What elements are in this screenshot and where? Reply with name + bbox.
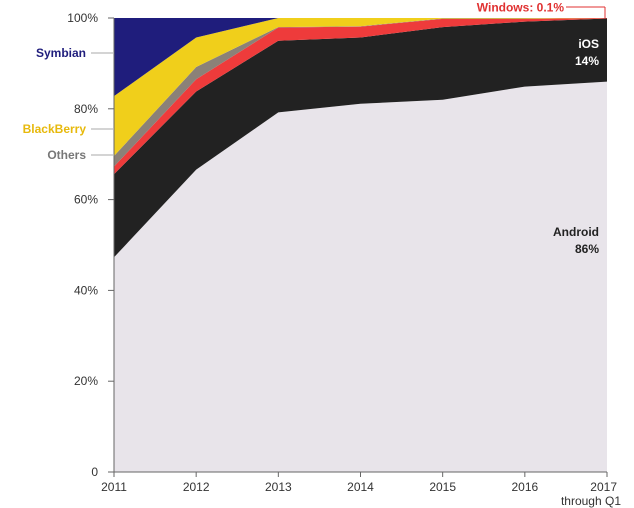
area-windows <box>114 18 607 175</box>
label-ios-value: 14% <box>575 54 599 68</box>
label-ios: iOS <box>578 37 599 51</box>
axes: 0 20% 40% 60% 80% 100% 2011 2012 2013 2014 2015 201… <box>67 11 621 508</box>
x-tick-label: 2017 <box>590 480 617 494</box>
y-tick-label: 80% <box>74 102 98 116</box>
x-tick-label: 2016 <box>511 480 538 494</box>
y-tick-label: 0 <box>91 465 98 479</box>
label-others: Others <box>47 148 86 162</box>
label-blackberry: BlackBerry <box>23 122 87 136</box>
area-android <box>114 81 607 472</box>
y-tick-label: 40% <box>74 283 98 297</box>
area-symbian <box>114 18 607 97</box>
label-symbian: Symbian <box>36 46 86 60</box>
x-tick-label: 2011 <box>101 480 127 494</box>
label-android: Android <box>553 225 599 239</box>
series-labels: Windows: 0.1% iOS 14% Android 86% Symbia… <box>23 1 606 256</box>
y-tick-label: 100% <box>67 11 98 25</box>
area-ios <box>114 18 607 258</box>
x-tick-label: 2012 <box>183 480 210 494</box>
label-windows: Windows: 0.1% <box>477 1 565 15</box>
label-android-value: 86% <box>575 242 599 256</box>
x-tick-note: through Q1 <box>561 494 621 508</box>
x-tick-label: 2013 <box>265 480 292 494</box>
area-layers <box>114 18 607 472</box>
x-tick-label: 2014 <box>347 480 374 494</box>
x-tick-label: 2015 <box>429 480 456 494</box>
y-tick-label: 60% <box>74 193 98 207</box>
y-tick-label: 20% <box>74 374 98 388</box>
